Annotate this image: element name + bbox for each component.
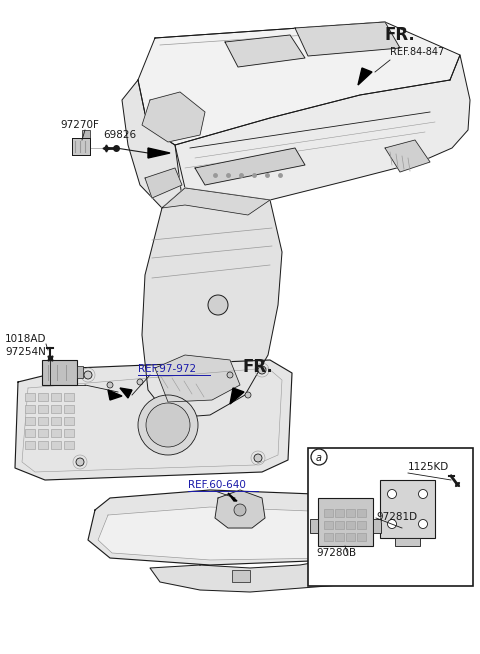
- Polygon shape: [162, 188, 270, 215]
- Circle shape: [387, 489, 396, 498]
- Circle shape: [387, 519, 396, 528]
- Bar: [308, 448, 473, 586]
- Polygon shape: [108, 390, 122, 400]
- Bar: [38, 417, 48, 425]
- Circle shape: [137, 379, 143, 385]
- Text: 97281D: 97281D: [376, 512, 417, 522]
- Bar: [357, 521, 366, 529]
- Circle shape: [258, 366, 266, 374]
- Text: REF.84-847: REF.84-847: [390, 47, 444, 57]
- Bar: [346, 509, 355, 517]
- Bar: [357, 509, 366, 517]
- Bar: [51, 417, 61, 425]
- Bar: [38, 429, 48, 437]
- Polygon shape: [228, 493, 237, 501]
- Bar: [324, 509, 333, 517]
- Polygon shape: [195, 148, 305, 185]
- Bar: [373, 519, 381, 533]
- Polygon shape: [148, 148, 170, 158]
- Bar: [395, 538, 420, 546]
- Bar: [64, 405, 74, 413]
- Polygon shape: [138, 22, 460, 145]
- Bar: [42, 360, 77, 385]
- Text: REF.60-640: REF.60-640: [188, 480, 246, 490]
- Circle shape: [321, 539, 339, 557]
- Bar: [346, 533, 355, 541]
- Bar: [64, 393, 74, 401]
- Polygon shape: [142, 188, 282, 418]
- Polygon shape: [15, 360, 292, 480]
- Bar: [25, 417, 35, 425]
- Bar: [318, 498, 373, 546]
- Bar: [38, 393, 48, 401]
- Bar: [335, 521, 344, 529]
- Circle shape: [419, 489, 428, 498]
- Polygon shape: [358, 68, 372, 85]
- Circle shape: [84, 371, 92, 379]
- Circle shape: [146, 403, 190, 447]
- Circle shape: [138, 395, 198, 455]
- Circle shape: [76, 458, 84, 466]
- Polygon shape: [82, 130, 90, 138]
- Bar: [335, 509, 344, 517]
- Bar: [51, 441, 61, 449]
- Bar: [346, 521, 355, 529]
- Polygon shape: [385, 140, 430, 172]
- Circle shape: [245, 392, 251, 398]
- Bar: [335, 533, 344, 541]
- Circle shape: [254, 454, 262, 462]
- Bar: [25, 429, 35, 437]
- Bar: [324, 533, 333, 541]
- Polygon shape: [225, 35, 305, 67]
- Polygon shape: [142, 92, 205, 142]
- Bar: [25, 393, 35, 401]
- Circle shape: [234, 504, 246, 516]
- Bar: [64, 441, 74, 449]
- Bar: [232, 570, 250, 582]
- Text: FR.: FR.: [385, 26, 416, 44]
- Bar: [64, 417, 74, 425]
- Text: 97270F: 97270F: [60, 120, 99, 130]
- Bar: [51, 393, 61, 401]
- Text: 1018AD: 1018AD: [5, 334, 47, 344]
- Bar: [38, 441, 48, 449]
- Polygon shape: [175, 55, 470, 220]
- Polygon shape: [150, 558, 360, 592]
- Bar: [25, 405, 35, 413]
- Text: 1125KD: 1125KD: [408, 462, 449, 472]
- Bar: [25, 441, 35, 449]
- Bar: [77, 366, 83, 378]
- Bar: [51, 429, 61, 437]
- Bar: [380, 480, 435, 538]
- Bar: [324, 521, 333, 529]
- Bar: [357, 533, 366, 541]
- Polygon shape: [230, 388, 244, 404]
- Polygon shape: [155, 355, 240, 402]
- Circle shape: [419, 519, 428, 528]
- Circle shape: [311, 449, 327, 465]
- Text: 97280B: 97280B: [316, 548, 356, 558]
- Polygon shape: [72, 138, 90, 155]
- Polygon shape: [145, 168, 182, 198]
- Text: 69826: 69826: [103, 130, 136, 140]
- Text: 97254N: 97254N: [5, 347, 46, 357]
- Bar: [51, 405, 61, 413]
- Polygon shape: [120, 388, 132, 398]
- Text: a: a: [315, 453, 322, 463]
- Polygon shape: [295, 22, 400, 56]
- Text: REF.97-972: REF.97-972: [138, 364, 196, 374]
- Bar: [310, 519, 318, 533]
- Bar: [38, 405, 48, 413]
- Circle shape: [208, 295, 228, 315]
- Circle shape: [107, 382, 113, 388]
- Text: a: a: [326, 545, 332, 555]
- Bar: [64, 429, 74, 437]
- Polygon shape: [98, 507, 392, 560]
- Polygon shape: [122, 80, 185, 208]
- Circle shape: [227, 372, 233, 378]
- Text: FR.: FR.: [242, 358, 273, 376]
- Polygon shape: [215, 490, 265, 528]
- Polygon shape: [88, 490, 405, 565]
